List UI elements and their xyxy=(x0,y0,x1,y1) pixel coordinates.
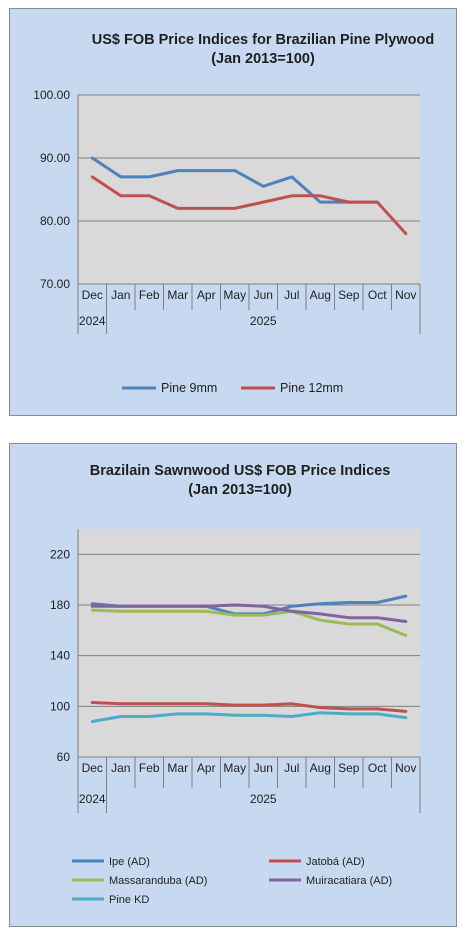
plywood-chart-panel: US$ FOB Price Indices for Brazilian Pine… xyxy=(9,8,457,416)
series-line-pine-kd xyxy=(90,711,408,723)
x-tick-label: Nov xyxy=(395,761,416,775)
year-label: 2024 xyxy=(79,792,106,806)
x-tick-label: Dec xyxy=(82,761,103,775)
legend-label-pine-9mm: Pine 9mm xyxy=(161,381,217,395)
x-tick-label: Jan xyxy=(111,288,130,302)
x-tick-label: Apr xyxy=(197,288,216,302)
legend-label-pine-12mm: Pine 12mm xyxy=(280,381,343,395)
x-tick-label: Jul xyxy=(284,761,299,775)
x-tick-label: Sep xyxy=(338,288,360,302)
y-tick-label: 100 xyxy=(50,699,70,713)
legend-label-massaranduba-ad: Massaranduba (AD) xyxy=(109,875,207,887)
year-label: 2025 xyxy=(250,792,277,806)
chart-subtitle: (Jan 2013=100) xyxy=(211,51,315,67)
x-tick-label: Jun xyxy=(254,761,273,775)
x-tick-label: Aug xyxy=(310,288,331,302)
series-line-pine-9mm xyxy=(90,156,379,204)
x-tick-label: Oct xyxy=(368,761,387,775)
x-tick-label: Dec xyxy=(82,288,103,302)
year-label: 2024 xyxy=(79,314,106,328)
y-tick-label: 60 xyxy=(57,750,71,764)
plot-area xyxy=(78,95,420,284)
chart-subtitle: (Jan 2013=100) xyxy=(188,482,292,498)
x-tick-label: Feb xyxy=(139,761,160,775)
x-tick-label: May xyxy=(223,288,246,302)
y-tick-label: 70.00 xyxy=(40,277,70,291)
sawnwood-chart-panel: Brazilain Sawnwood US$ FOB Price Indices… xyxy=(9,443,457,927)
plywood-price-chart: US$ FOB Price Indices for Brazilian Pine… xyxy=(33,32,434,395)
y-tick-label: 90.00 xyxy=(40,151,70,165)
x-tick-label: Nov xyxy=(395,288,416,302)
x-tick-label: Jun xyxy=(254,288,273,302)
x-tick-label: Mar xyxy=(167,761,188,775)
x-tick-label: Jan xyxy=(111,761,130,775)
series-line-muiracatiara-ad xyxy=(90,603,408,623)
x-tick-label: Aug xyxy=(310,761,331,775)
y-tick-label: 100.00 xyxy=(33,88,70,102)
sawnwood-price-chart: Brazilain Sawnwood US$ FOB Price Indices… xyxy=(50,463,421,906)
legend-label-ipe-ad: Ipe (AD) xyxy=(109,856,150,868)
x-tick-label: Oct xyxy=(368,288,387,302)
x-tick-label: May xyxy=(223,761,246,775)
series-line-jatob-ad xyxy=(90,701,408,713)
year-label: 2025 xyxy=(250,314,277,328)
legend-label-pine-kd: Pine KD xyxy=(109,894,149,906)
x-tick-label: Apr xyxy=(197,761,216,775)
y-tick-label: 180 xyxy=(50,598,70,612)
y-tick-label: 140 xyxy=(50,649,70,663)
x-tick-label: Jul xyxy=(284,288,299,302)
y-tick-label: 80.00 xyxy=(40,214,70,228)
legend-label-muiracatiara-ad: Muiracatiara (AD) xyxy=(306,875,392,887)
x-tick-label: Mar xyxy=(167,288,188,302)
x-tick-label: Sep xyxy=(338,761,360,775)
series-line-pine-12mm xyxy=(90,175,408,236)
chart-title: Brazilain Sawnwood US$ FOB Price Indices xyxy=(90,463,391,479)
chart-title: US$ FOB Price Indices for Brazilian Pine… xyxy=(92,32,434,48)
series-line-massaranduba-ad xyxy=(90,608,408,637)
plot-area xyxy=(78,529,420,757)
legend-label-jatob-ad: Jatobá (AD) xyxy=(306,856,365,868)
y-tick-label: 220 xyxy=(50,547,70,561)
x-tick-label: Feb xyxy=(139,288,160,302)
